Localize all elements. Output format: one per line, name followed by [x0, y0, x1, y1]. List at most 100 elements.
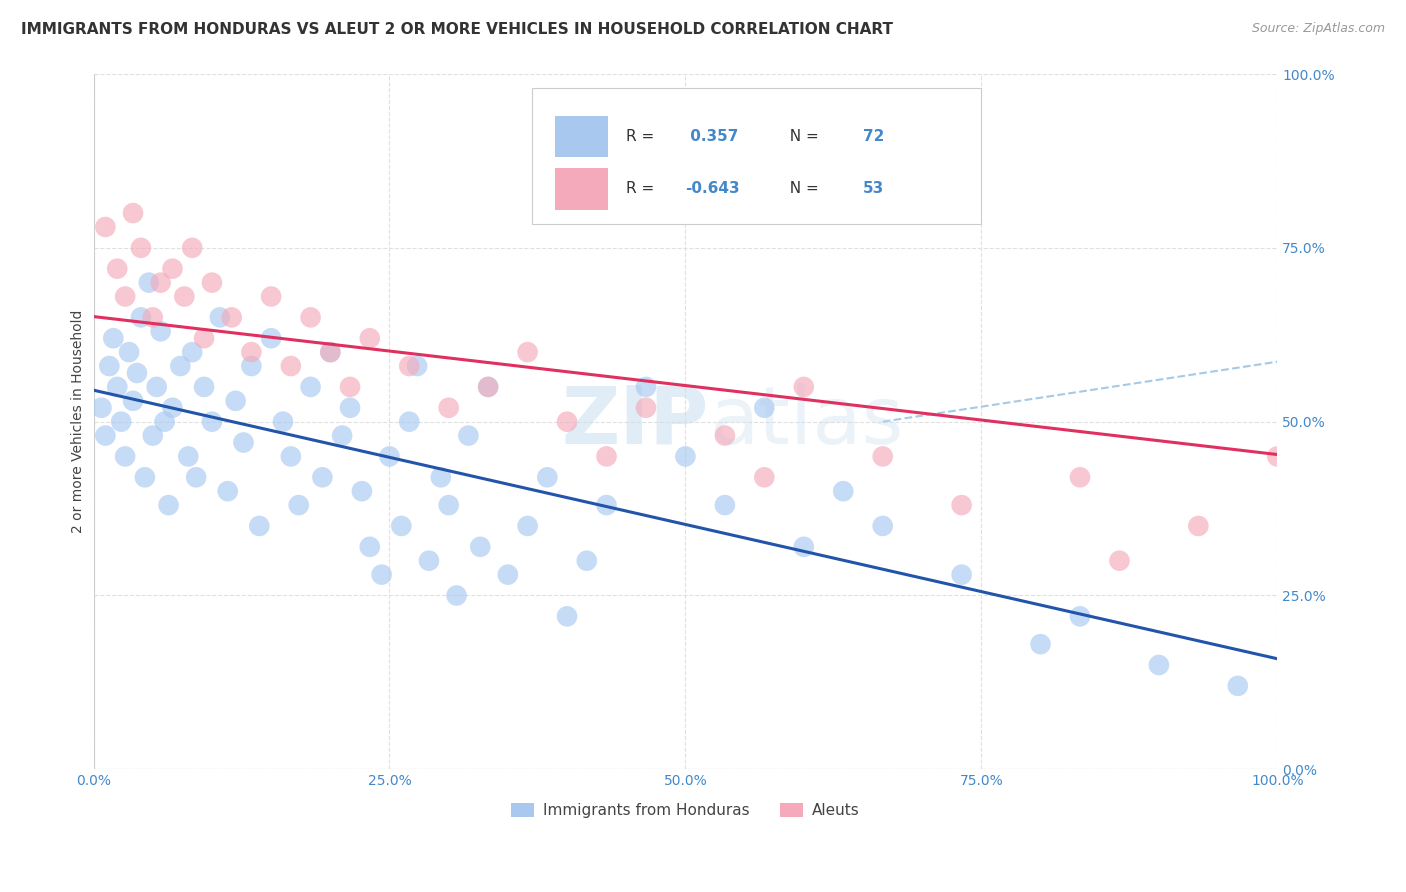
Point [162, 401, 184, 415]
Point [406, 359, 429, 373]
Point [370, 567, 392, 582]
Point [470, 540, 492, 554]
Point [714, 428, 737, 442]
Point [359, 331, 381, 345]
Point [90, 401, 112, 415]
Point [221, 310, 243, 325]
Point [105, 380, 128, 394]
Point [555, 609, 578, 624]
Point [1069, 609, 1091, 624]
Point [260, 289, 283, 303]
Point [555, 415, 578, 429]
Point [1069, 470, 1091, 484]
Point [457, 428, 479, 442]
Point [110, 415, 132, 429]
Text: N =: N = [780, 181, 824, 196]
Point [330, 428, 353, 442]
Point [181, 241, 204, 255]
Text: 0.357: 0.357 [685, 129, 738, 145]
Point [950, 567, 973, 582]
Point [173, 289, 195, 303]
Point [232, 435, 254, 450]
Point [287, 498, 309, 512]
Point [94, 428, 117, 442]
Text: R =: R = [626, 129, 659, 145]
FancyBboxPatch shape [555, 116, 609, 158]
Point [595, 450, 617, 464]
Point [122, 393, 145, 408]
Point [378, 450, 401, 464]
Point [280, 450, 302, 464]
Point [193, 331, 215, 345]
Point [359, 540, 381, 554]
Point [129, 241, 152, 255]
Point [134, 470, 156, 484]
Point [162, 261, 184, 276]
Text: Source: ZipAtlas.com: Source: ZipAtlas.com [1251, 22, 1385, 36]
Point [114, 450, 136, 464]
Point [177, 450, 200, 464]
Point [339, 401, 361, 415]
Point [536, 470, 558, 484]
Point [193, 380, 215, 394]
Legend: Immigrants from Honduras, Aleuts: Immigrants from Honduras, Aleuts [505, 797, 866, 824]
Point [754, 401, 776, 415]
Point [225, 393, 247, 408]
Point [319, 345, 342, 359]
Point [260, 331, 283, 345]
Point [516, 345, 538, 359]
Point [142, 310, 165, 325]
Point [299, 380, 322, 394]
Point [145, 380, 167, 394]
Point [169, 359, 191, 373]
Point [418, 554, 440, 568]
Point [398, 415, 420, 429]
Point [793, 540, 815, 554]
Text: IMMIGRANTS FROM HONDURAS VS ALEUT 2 OR MORE VEHICLES IN HOUSEHOLD CORRELATION CH: IMMIGRANTS FROM HONDURAS VS ALEUT 2 OR M… [21, 22, 893, 37]
Point [1265, 450, 1288, 464]
Point [832, 484, 855, 499]
Point [398, 359, 420, 373]
Point [201, 415, 224, 429]
Point [496, 567, 519, 582]
Point [149, 276, 172, 290]
Point [575, 554, 598, 568]
Point [477, 380, 499, 394]
Point [153, 415, 176, 429]
Point [280, 359, 302, 373]
Point [350, 484, 373, 499]
Point [1108, 554, 1130, 568]
Point [122, 206, 145, 220]
Point [157, 498, 180, 512]
Point [114, 289, 136, 303]
Point [634, 401, 657, 415]
Point [217, 484, 239, 499]
Point [240, 345, 263, 359]
Point [208, 310, 231, 325]
Point [793, 380, 815, 394]
Point [103, 331, 125, 345]
Point [118, 345, 141, 359]
Point [247, 519, 270, 533]
Point [142, 428, 165, 442]
Point [634, 380, 657, 394]
Point [477, 380, 499, 394]
Text: 72: 72 [863, 129, 884, 145]
Text: N =: N = [780, 129, 824, 145]
Point [339, 380, 361, 394]
Point [138, 276, 160, 290]
Point [595, 498, 617, 512]
Point [872, 450, 894, 464]
Point [98, 359, 121, 373]
Point [201, 276, 224, 290]
Point [181, 345, 204, 359]
Point [430, 470, 453, 484]
Point [437, 498, 460, 512]
Point [950, 498, 973, 512]
Point [129, 310, 152, 325]
Y-axis label: 2 or more Vehicles in Household: 2 or more Vehicles in Household [72, 310, 86, 533]
Text: 53: 53 [863, 181, 884, 196]
Point [1226, 679, 1249, 693]
Point [714, 498, 737, 512]
Text: atlas: atlas [709, 383, 904, 460]
